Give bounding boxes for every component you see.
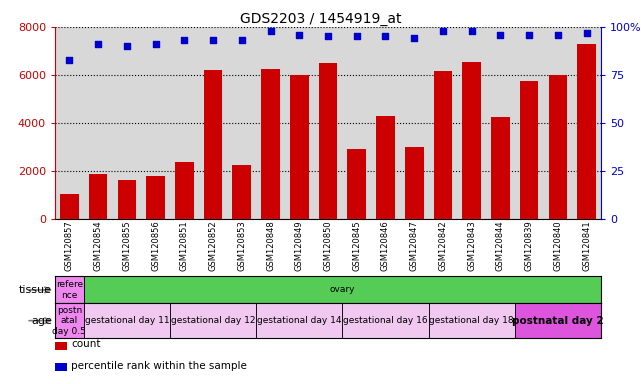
Point bbox=[581, 30, 592, 36]
Point bbox=[151, 41, 161, 47]
Bar bbox=[549, 75, 567, 219]
Bar bbox=[578, 44, 596, 219]
Point bbox=[294, 31, 304, 38]
Bar bbox=[462, 62, 481, 219]
Text: gestational day 11: gestational day 11 bbox=[85, 316, 169, 325]
Bar bbox=[175, 162, 194, 219]
Point bbox=[495, 31, 506, 38]
Text: postnatal day 2: postnatal day 2 bbox=[512, 316, 604, 326]
Text: GDS2203 / 1454919_at: GDS2203 / 1454919_at bbox=[240, 12, 401, 25]
Bar bbox=[376, 116, 395, 219]
Text: postn
atal
day 0.5: postn atal day 0.5 bbox=[53, 306, 87, 336]
Bar bbox=[55, 276, 84, 303]
Point bbox=[352, 33, 362, 40]
Bar bbox=[347, 149, 366, 219]
Bar bbox=[84, 303, 170, 338]
Point bbox=[409, 35, 419, 41]
Bar bbox=[433, 71, 453, 219]
Point bbox=[553, 31, 563, 38]
Text: ovary: ovary bbox=[329, 285, 355, 295]
Point bbox=[237, 37, 247, 43]
Point bbox=[208, 37, 218, 43]
Bar bbox=[319, 63, 337, 219]
Bar bbox=[515, 303, 601, 338]
Text: gestational day 18: gestational day 18 bbox=[429, 316, 514, 325]
Bar bbox=[256, 303, 342, 338]
Bar bbox=[117, 180, 136, 219]
Bar bbox=[204, 70, 222, 219]
Text: count: count bbox=[71, 339, 101, 349]
Text: gestational day 16: gestational day 16 bbox=[343, 316, 428, 325]
Bar bbox=[290, 75, 308, 219]
Bar bbox=[170, 303, 256, 338]
Point bbox=[64, 56, 74, 63]
Bar bbox=[342, 303, 429, 338]
Text: tissue: tissue bbox=[19, 285, 52, 295]
Point bbox=[467, 28, 477, 34]
Point bbox=[122, 43, 132, 49]
Text: refere
nce: refere nce bbox=[56, 280, 83, 300]
Text: gestational day 14: gestational day 14 bbox=[257, 316, 342, 325]
Bar bbox=[261, 69, 280, 219]
Point bbox=[179, 37, 190, 43]
Bar bbox=[429, 303, 515, 338]
Point bbox=[438, 28, 448, 34]
Text: percentile rank within the sample: percentile rank within the sample bbox=[71, 361, 247, 371]
Point bbox=[265, 28, 276, 34]
Bar bbox=[520, 81, 538, 219]
Bar bbox=[233, 165, 251, 219]
Bar bbox=[55, 303, 84, 338]
Point bbox=[524, 31, 535, 38]
Bar bbox=[491, 117, 510, 219]
Point bbox=[323, 33, 333, 40]
Text: age: age bbox=[31, 316, 52, 326]
Bar bbox=[60, 194, 79, 219]
Bar bbox=[405, 147, 424, 219]
Text: gestational day 12: gestational day 12 bbox=[171, 316, 255, 325]
Point bbox=[380, 33, 390, 40]
Point bbox=[93, 41, 103, 47]
Bar bbox=[88, 174, 108, 219]
Bar bbox=[146, 176, 165, 219]
